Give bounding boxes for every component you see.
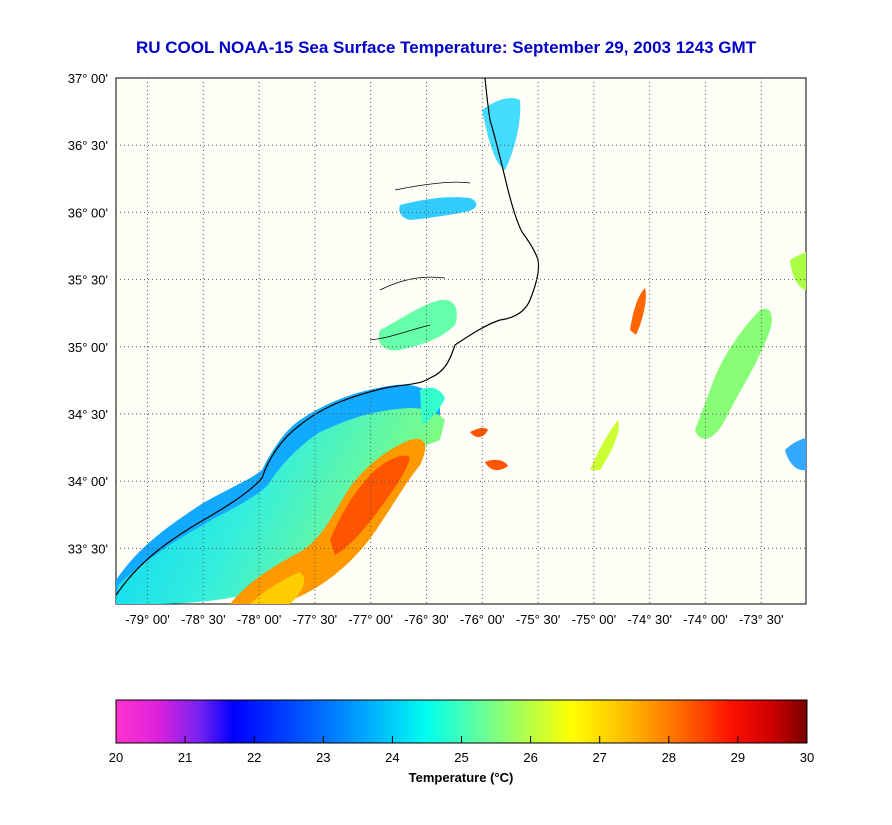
colorbar-tick-label: 30 bbox=[800, 750, 814, 765]
colorbar-ticks: 20 21 22 23 24 25 26 27 28 29 30 bbox=[109, 736, 814, 765]
sst-pamlico-sound bbox=[378, 299, 457, 351]
colorbar-tick-label: 20 bbox=[109, 750, 123, 765]
sst-offshore-patch-6 bbox=[485, 459, 508, 471]
sst-warm-patch bbox=[250, 572, 305, 604]
longitude-labels: -79° 00' -78° 30' -78° 00' -77° 30' -77° 00'… bbox=[125, 612, 783, 627]
lat-tick-label: 34° 00' bbox=[68, 474, 108, 489]
latitude-labels: 37° 00' 36° 30' 36° 00' 35° 30' 35° 00' 34° 3… bbox=[68, 71, 108, 556]
lat-tick-label: 37° 00' bbox=[68, 71, 108, 86]
lon-tick-label: -79° 00' bbox=[125, 612, 170, 627]
lon-tick-label: -75° 00' bbox=[572, 612, 617, 627]
colorbar-tick-label: 26 bbox=[523, 750, 537, 765]
colorbar-tick-label: 23 bbox=[316, 750, 330, 765]
colorbar-title: Temperature (°C) bbox=[409, 770, 514, 785]
graticule bbox=[116, 78, 806, 604]
lon-tick-label: -77° 00' bbox=[348, 612, 393, 627]
sst-shelf-waters bbox=[116, 408, 445, 604]
lon-tick-label: -77° 30' bbox=[293, 612, 338, 627]
lon-tick-label: -76° 00' bbox=[460, 612, 505, 627]
sst-layer bbox=[116, 78, 806, 604]
sst-north-patch bbox=[482, 98, 521, 170]
sst-offshore-patch-2 bbox=[630, 288, 646, 335]
sst-gulf-stream-core bbox=[330, 455, 410, 555]
lon-tick-label: -76° 30' bbox=[404, 612, 449, 627]
lon-tick-label: -73° 30' bbox=[739, 612, 784, 627]
sst-offshore-patch-7 bbox=[785, 438, 806, 471]
lat-tick-label: 35° 00' bbox=[68, 340, 108, 355]
sst-offshore-patch-3 bbox=[590, 420, 619, 470]
lat-tick-label: 35° 30' bbox=[68, 273, 108, 288]
sst-cape-patch bbox=[420, 387, 445, 425]
map-title: RU COOL NOAA-15 Sea Surface Temperature:… bbox=[135, 38, 757, 57]
coastline bbox=[116, 78, 540, 596]
colorbar-tick-label: 29 bbox=[731, 750, 745, 765]
colorbar-tick-label: 21 bbox=[178, 750, 192, 765]
colorbar-tick-label: 22 bbox=[247, 750, 261, 765]
sst-offshore-patch-5 bbox=[470, 427, 488, 438]
lon-tick-label: -78° 30' bbox=[181, 612, 226, 627]
colorbar-tick-label: 25 bbox=[454, 750, 468, 765]
lat-tick-label: 33° 30' bbox=[68, 541, 108, 556]
lon-tick-label: -78° 00' bbox=[237, 612, 282, 627]
inner-shoreline bbox=[369, 181, 471, 341]
colorbar-tick-label: 27 bbox=[592, 750, 606, 765]
lon-tick-label: -74° 00' bbox=[683, 612, 728, 627]
sst-albemarle-sound bbox=[399, 197, 477, 220]
lat-tick-label: 34° 30' bbox=[68, 407, 108, 422]
sst-offshore-patch-4 bbox=[790, 252, 806, 290]
colorbar-tick-label: 28 bbox=[662, 750, 676, 765]
sst-offshore-patch-1 bbox=[695, 308, 772, 439]
colorbar-tick-label: 24 bbox=[385, 750, 399, 765]
lon-tick-label: -75° 30' bbox=[516, 612, 561, 627]
lat-tick-label: 36° 30' bbox=[68, 138, 108, 153]
colorbar bbox=[115, 699, 808, 744]
lon-tick-label: -74° 30' bbox=[627, 612, 672, 627]
lat-tick-label: 36° 00' bbox=[68, 205, 108, 220]
